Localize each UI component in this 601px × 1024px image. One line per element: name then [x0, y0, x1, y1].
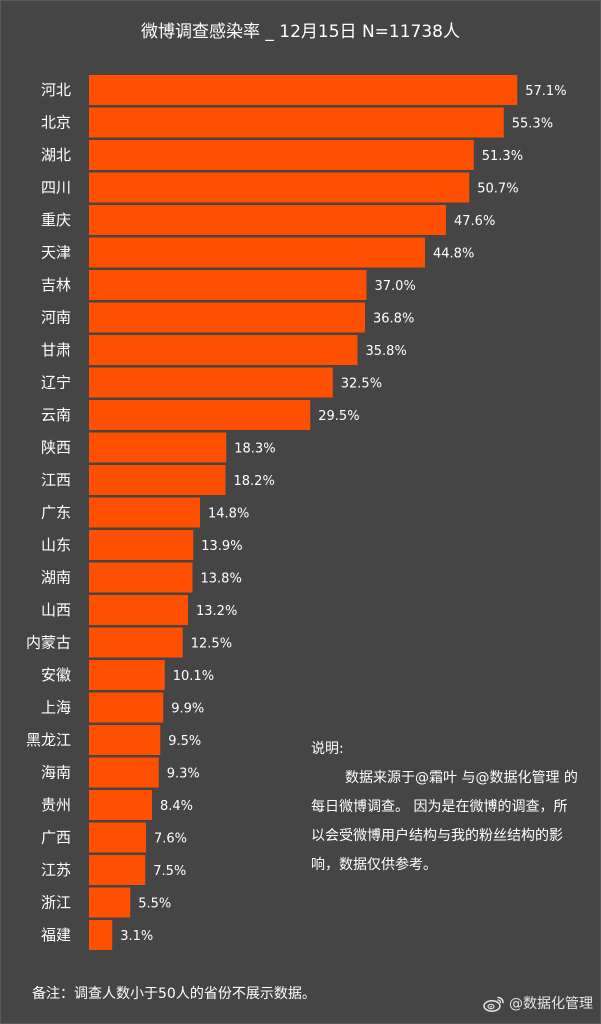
- value-label: 8.4%: [160, 799, 193, 814]
- category-label: 福建: [41, 926, 71, 944]
- value-label: 35.8%: [366, 344, 407, 359]
- bar: [89, 887, 131, 918]
- category-label: 湖北: [41, 146, 71, 164]
- bar: [89, 757, 159, 788]
- value-label: 12.5%: [191, 637, 232, 652]
- category-label: 重庆: [41, 211, 71, 229]
- value-label: 9.3%: [167, 767, 200, 782]
- category-label: 天津: [41, 244, 71, 262]
- category-label: 海南: [41, 764, 71, 782]
- category-label: 四川: [41, 179, 71, 197]
- category-label: 浙江: [41, 894, 71, 912]
- bar: [89, 75, 518, 105]
- category-label: 广西: [41, 829, 71, 847]
- value-label: 10.1%: [173, 669, 214, 684]
- bar: [89, 432, 227, 463]
- chart-title: 微博调查感染率 _ 12月15日 N=11738人: [140, 22, 460, 42]
- category-label: 河南: [41, 309, 71, 327]
- value-label: 7.5%: [153, 864, 186, 879]
- bar: [89, 205, 446, 235]
- value-label: 55.3%: [512, 117, 553, 132]
- value-label: 9.9%: [171, 702, 204, 717]
- category-label: 辽宁: [41, 374, 71, 392]
- value-label: 57.1%: [525, 84, 566, 99]
- value-label: 47.6%: [454, 214, 495, 229]
- bar: [89, 660, 165, 690]
- value-label: 13.8%: [201, 572, 242, 587]
- bar: [89, 530, 194, 560]
- bar: [89, 920, 113, 950]
- bar: [89, 562, 193, 593]
- bar: [89, 497, 200, 528]
- category-label: 内蒙古: [26, 634, 71, 652]
- watermark-text: @数据化管理: [509, 996, 593, 1012]
- bar: [89, 237, 425, 268]
- category-label: 河北: [41, 81, 71, 99]
- value-label: 13.9%: [201, 539, 242, 554]
- category-label: 山西: [41, 601, 71, 619]
- bar: [89, 107, 504, 138]
- note-box: 说明: 数据来源于@霜叶 与@数据化管理 的每日微博调查。 因为是在微博的调查，…: [311, 735, 581, 880]
- bar: [89, 855, 146, 885]
- bar: [89, 367, 333, 398]
- bar: [89, 725, 161, 755]
- bar: [89, 335, 358, 365]
- note-body: 数据来源于@霜叶 与@数据化管理 的每日微博调查。 因为是在微博的调查，所以会受…: [311, 770, 578, 873]
- category-label: 北京: [41, 114, 71, 132]
- category-label: 江西: [41, 471, 71, 489]
- category-label: 湖南: [41, 569, 71, 587]
- value-label: 5.5%: [138, 897, 171, 912]
- value-label: 37.0%: [375, 279, 416, 294]
- weibo-icon: [483, 996, 504, 1012]
- value-label: 32.5%: [341, 377, 382, 392]
- bar: [89, 790, 152, 820]
- value-label: 29.5%: [318, 409, 359, 424]
- value-label: 7.6%: [154, 832, 187, 847]
- bar: [89, 627, 183, 658]
- bar: [89, 140, 474, 170]
- value-label: 18.3%: [234, 442, 275, 457]
- bar: [89, 692, 164, 723]
- category-label: 广东: [41, 504, 71, 522]
- bar: [89, 302, 365, 333]
- category-label: 江苏: [41, 861, 71, 879]
- value-label: 44.8%: [433, 247, 474, 262]
- category-label: 上海: [41, 699, 71, 717]
- category-label: 吉林: [41, 276, 71, 294]
- bar: [89, 465, 226, 495]
- note-heading: 说明:: [311, 741, 344, 757]
- bar: [89, 822, 146, 853]
- value-label: 13.2%: [196, 604, 237, 619]
- bar: [89, 270, 367, 300]
- value-label: 18.2%: [234, 474, 275, 489]
- value-label: 14.8%: [208, 507, 249, 522]
- category-label: 陕西: [41, 439, 71, 457]
- value-label: 9.5%: [168, 734, 201, 749]
- bar: [89, 400, 311, 430]
- category-label: 贵州: [41, 796, 71, 814]
- value-label: 36.8%: [373, 312, 414, 327]
- category-label: 云南: [41, 406, 71, 424]
- bar: [89, 595, 188, 625]
- value-label: 50.7%: [477, 182, 518, 197]
- category-label: 甘肃: [41, 341, 71, 359]
- value-label: 3.1%: [120, 929, 153, 944]
- bar: [89, 172, 470, 203]
- footnote: 备注：调查人数小于50人的省份不展示数据。: [32, 986, 316, 1002]
- value-label: 51.3%: [482, 149, 523, 164]
- category-label: 安徽: [41, 666, 71, 684]
- category-label: 黑龙江: [26, 731, 71, 749]
- category-label: 山东: [41, 536, 71, 554]
- watermark: @数据化管理: [483, 993, 593, 1013]
